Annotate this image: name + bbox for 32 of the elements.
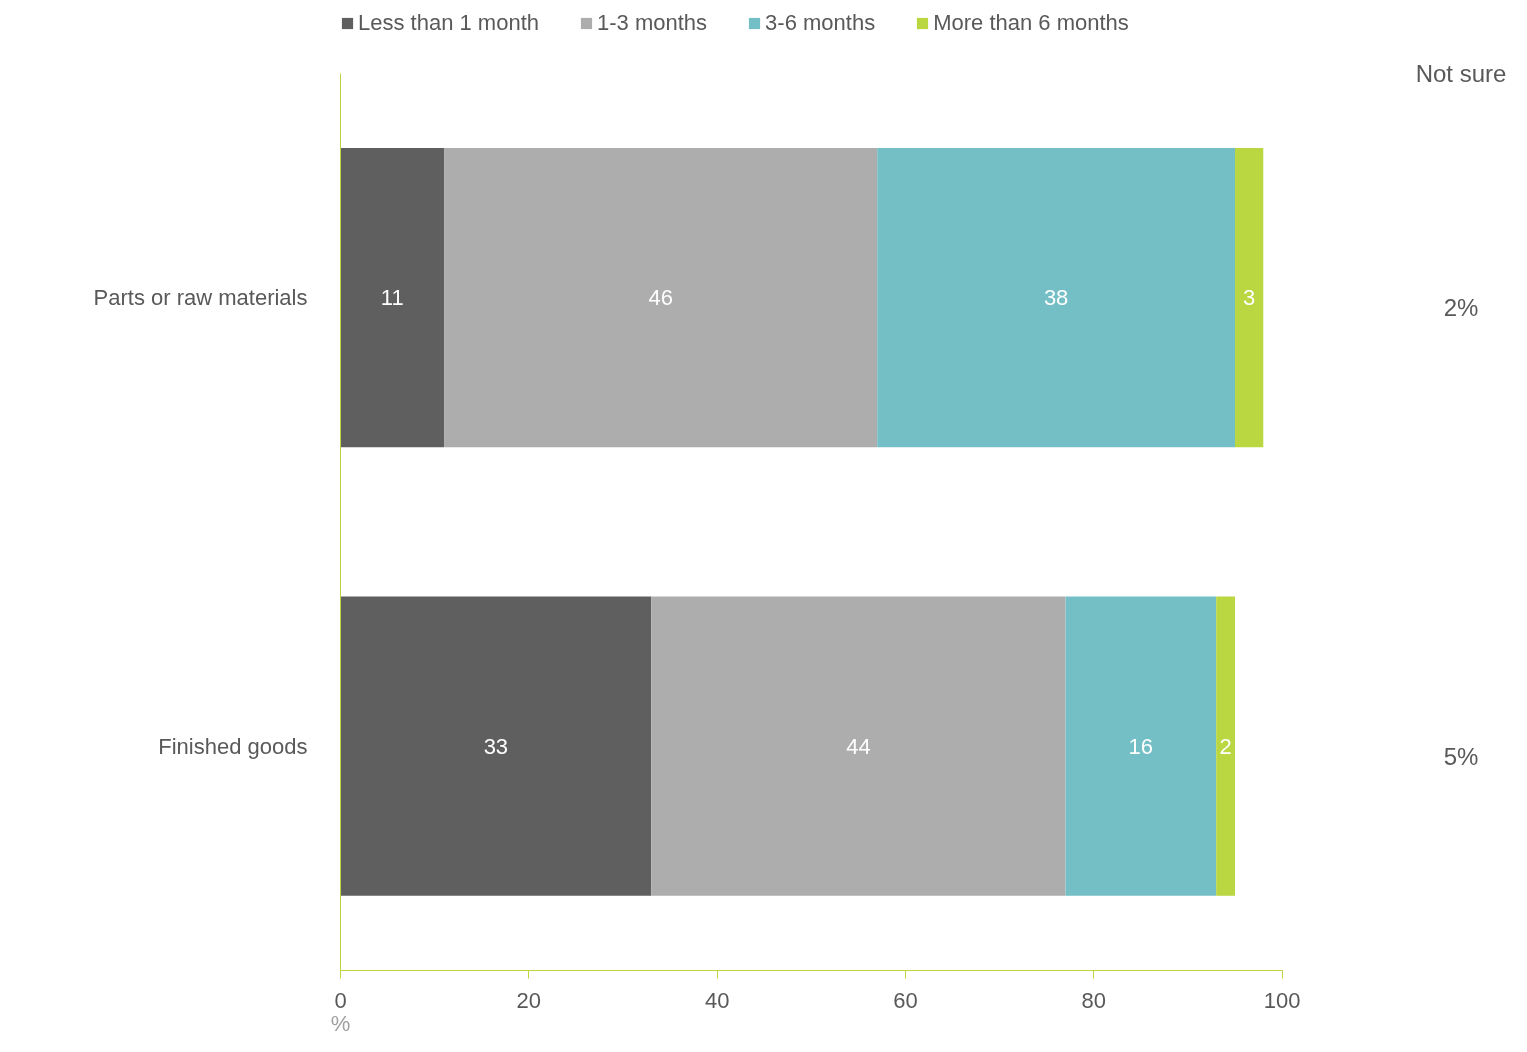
x-tick-label: 80 (1081, 987, 1107, 1013)
text: 2% (1443, 294, 1479, 322)
bar (651, 596, 1066, 896)
text: Not sure (1415, 59, 1507, 87)
data-label: 3 (1243, 285, 1256, 311)
x-axis-title: % (330, 1010, 351, 1036)
data-label: 46 (648, 285, 673, 311)
legend-label: 1-3 months (597, 10, 708, 36)
bar (444, 148, 878, 448)
x-tick-label: 40 (704, 987, 730, 1013)
data-label: 33 (483, 733, 509, 759)
bar (340, 148, 445, 448)
legend-label: 3-6 months (765, 10, 876, 36)
x-tick-label: 20 (516, 987, 542, 1013)
bar (1065, 596, 1217, 896)
bar (1235, 148, 1264, 448)
legend-label: More than 6 months (933, 10, 1129, 36)
x-tick-label: 60 (893, 987, 918, 1013)
y-tick-label: Parts or raw materials (93, 285, 308, 311)
data-label: 38 (1043, 285, 1069, 311)
bar (340, 596, 652, 896)
x-tick-label: 0 (334, 987, 347, 1013)
bar (877, 148, 1236, 448)
legend-label: Less than 1 month (358, 10, 540, 36)
data-label: 44 (846, 733, 871, 759)
data-label: 11 (380, 285, 404, 311)
data-label: 16 (1128, 733, 1154, 759)
x-tick-label: 100 (1263, 987, 1301, 1013)
text: 5% (1443, 742, 1479, 770)
data-label: 2 (1219, 733, 1232, 759)
y-tick-label: Finished goods (158, 733, 308, 759)
bar (1216, 596, 1236, 896)
